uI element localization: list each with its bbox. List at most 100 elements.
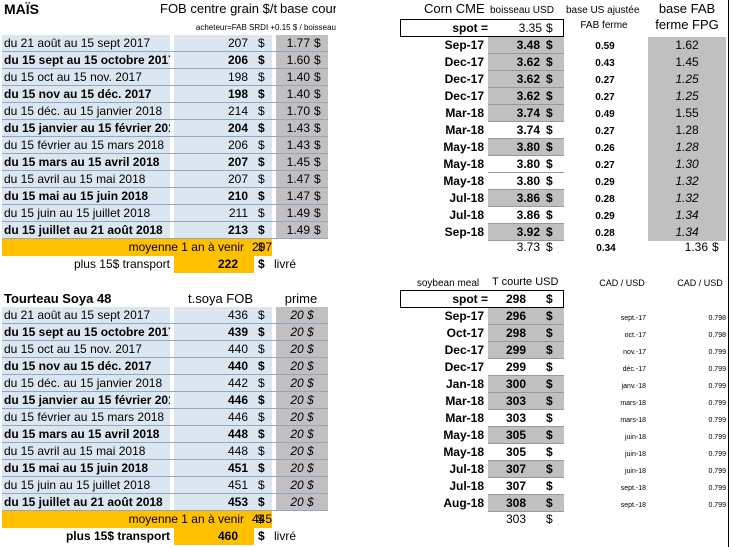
mais-row-period: du 15 juillet au 21 août 2018	[2, 222, 170, 239]
mais-plus-dollar: $	[258, 257, 265, 271]
meal-row-rate: 0.799	[708, 502, 726, 509]
soya-row-period: du 15 oct au 15 nov. 2017	[2, 341, 170, 358]
corn-row-fab: 1.28	[648, 122, 726, 139]
row-divider	[488, 426, 564, 427]
meal-row-dollar: $	[544, 393, 564, 410]
meal-row-month: Oct-17	[446, 326, 484, 340]
mais-row-fob: 207	[174, 171, 254, 188]
meal-row-date: mars-18	[620, 417, 646, 424]
row-divider	[488, 53, 564, 54]
corn-row-month: Dec-17	[444, 55, 484, 69]
row-divider	[2, 51, 328, 52]
meal-row-rate: 0.799	[708, 383, 726, 390]
corn-row-base-us: 0.27	[595, 75, 615, 86]
mais-row-base-dollar: $	[312, 69, 328, 86]
corn-row-fab: 1.32	[648, 173, 726, 190]
meal-row-price: 307	[488, 461, 544, 478]
corn-row-base-us: 0.29	[595, 211, 615, 222]
meal-row-dollar: $	[546, 445, 553, 459]
row-divider	[2, 442, 328, 443]
mais-row-fob: 206	[174, 52, 254, 69]
meal-row-month: Jul-18	[449, 479, 484, 493]
corn-spot-dollar: $	[546, 21, 553, 35]
corn-row-fab: 1.34	[648, 207, 726, 224]
row-divider	[2, 340, 328, 341]
soya-row-dollar: $	[254, 341, 272, 358]
soya-row-dollar: $	[254, 324, 272, 341]
meal-row-rate: 0.799	[708, 366, 726, 373]
soya-row-prime: 20 $	[276, 392, 328, 409]
corn-title: Corn CME	[424, 1, 485, 16]
row-divider	[2, 391, 328, 392]
corn-header-base-fab: base FAB	[658, 1, 716, 16]
meal-row-price: 299	[505, 360, 526, 374]
corn-row-price: 3.86	[516, 208, 540, 222]
soya-row-fob: 436	[174, 307, 254, 324]
soya-row-dollar: $	[254, 443, 272, 460]
corn-row-fab: 1.32	[648, 190, 726, 207]
meal-row-month: Jul-18	[449, 462, 484, 476]
mais-row-fob: 211	[174, 205, 254, 222]
soya-row-prime: 20 $	[276, 375, 328, 392]
row-divider	[488, 443, 564, 444]
corn-row-month: Jul-18	[449, 208, 484, 222]
meal-row-month: Aug-18	[443, 496, 484, 510]
row-divider	[488, 358, 564, 359]
meal-row-date: sept.-18	[620, 502, 646, 509]
meal-row-dollar: $	[544, 342, 564, 359]
corn-spot-value: 3.35	[518, 21, 542, 35]
soya-row-prime: 20 $	[276, 460, 328, 477]
meal-row-dollar: $	[544, 495, 564, 512]
row-divider	[2, 204, 328, 205]
meal-row-date: juin-18	[624, 468, 646, 475]
meal-row-dollar: $	[546, 360, 553, 374]
mais-note: acheteur=FAB SRDI +0.15 $ / boisseau	[195, 23, 336, 32]
soya-row-fob: 448	[174, 426, 254, 443]
corn-row-base-us: 0.28	[595, 194, 615, 205]
meal-header-cad1: CAD / USD	[599, 278, 645, 288]
row-divider	[2, 187, 328, 188]
mais-row-base-dollar: $	[312, 137, 328, 154]
soya-row-fob: 440	[174, 341, 254, 358]
soya-row-prime: 20 $	[276, 426, 328, 443]
meal-row-price: 299	[488, 342, 544, 359]
corn-header-fab-ferme: FAB ferme	[580, 20, 628, 31]
corn-row-dollar: $	[544, 105, 564, 122]
soya-row-period: du 15 juillet au 21 août 2018	[2, 494, 170, 511]
mais-row-base: 1.47	[276, 188, 312, 205]
mais-avg-value: 207	[248, 239, 272, 256]
corn-row-price: 3.80	[516, 174, 540, 188]
meal-row-rate: 0.799	[708, 485, 726, 492]
mais-avg-dollar: $	[258, 240, 265, 254]
mais-row-fob: 206	[174, 137, 254, 154]
mais-row-dollar: $	[254, 120, 272, 137]
mais-row-dollar: $	[254, 188, 272, 205]
soya-row-prime: 20 $	[276, 307, 328, 324]
mais-row-fob: 207	[174, 154, 254, 171]
mais-row-period: du 15 mars au 15 avril 2018	[2, 154, 170, 171]
meal-row-month: May-18	[443, 428, 484, 442]
soya-row-dollar: $	[254, 307, 272, 324]
row-divider	[488, 375, 564, 376]
mais-row-base-dollar: $	[312, 154, 328, 171]
soya-row-prime: 20 $	[276, 409, 328, 426]
mais-row-period: du 15 juin au 15 juillet 2018	[2, 205, 170, 222]
corn-row-base-us: 0.43	[595, 58, 615, 69]
mais-livre: livré	[274, 257, 297, 271]
corn-row-dollar: $	[544, 139, 564, 156]
corn-row-base-us: 0.49	[595, 109, 615, 120]
meal-row-rate: 0.799	[708, 451, 726, 458]
row-divider	[2, 374, 328, 375]
row-divider	[488, 121, 564, 122]
meal-avg-dollar: $	[546, 512, 553, 526]
row-divider	[2, 408, 328, 409]
meal-row-price: 298	[488, 325, 544, 342]
corn-row-dollar: $	[544, 190, 564, 207]
corn-spot-label: spot =	[452, 21, 488, 35]
mais-row-dollar: $	[254, 205, 272, 222]
mais-row-base-dollar: $	[312, 103, 328, 120]
soya-row-fob: 451	[174, 460, 254, 477]
row-divider	[488, 223, 564, 224]
soya-header-prime: prime	[284, 291, 318, 306]
mais-row-fob: 198	[174, 86, 254, 103]
